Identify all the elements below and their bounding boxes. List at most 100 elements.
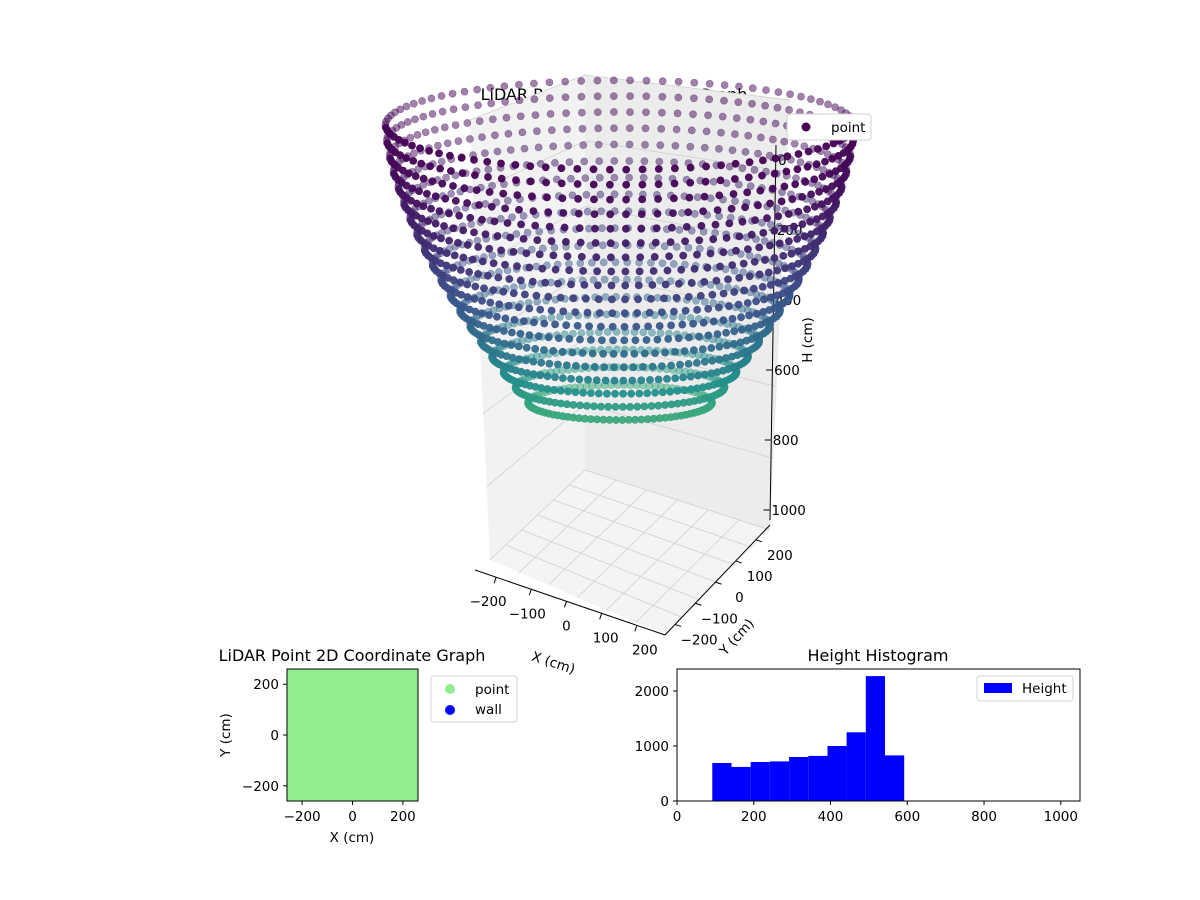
x-tick (493, 577, 497, 584)
point-marker (573, 180, 582, 188)
point-marker (681, 306, 690, 315)
point-marker (481, 230, 490, 239)
point-marker (488, 115, 497, 124)
point-marker (697, 221, 706, 230)
point-marker (438, 107, 447, 116)
legend-label-point: point (831, 120, 865, 136)
x-tick-label: 200 (632, 642, 658, 658)
point-marker (501, 97, 509, 106)
histogram-bar (731, 766, 751, 801)
point-marker (698, 345, 707, 354)
point-marker (762, 86, 770, 94)
point-marker (672, 293, 681, 302)
point-marker (578, 108, 586, 117)
point-marker (738, 164, 747, 173)
point-marker (463, 293, 472, 301)
point-marker (658, 108, 666, 117)
point-marker (678, 320, 687, 329)
point-marker (807, 95, 815, 103)
point-marker (534, 332, 543, 341)
point-marker (431, 219, 440, 228)
scatter2d-y-label: Y (cm) (218, 713, 234, 758)
point-marker (653, 209, 662, 218)
point-marker (512, 176, 520, 184)
point-marker (584, 375, 592, 384)
point-marker (816, 97, 824, 106)
point-marker (686, 178, 695, 187)
point-marker (579, 141, 588, 149)
point-marker (642, 108, 650, 117)
point-marker (635, 267, 644, 276)
point-marker (748, 84, 757, 93)
point-marker (427, 204, 435, 213)
point-marker (625, 140, 634, 149)
point-marker (787, 249, 796, 258)
point-marker (655, 157, 664, 166)
point-marker (655, 322, 664, 330)
point-marker (690, 209, 699, 218)
point-marker (487, 99, 496, 108)
point-marker (456, 266, 465, 274)
point-marker (700, 297, 709, 306)
point-marker (606, 239, 615, 248)
point-marker (769, 135, 777, 144)
legend-frame (976, 675, 1074, 702)
point-marker (631, 336, 640, 345)
point-marker (512, 230, 521, 238)
point-marker (608, 322, 617, 331)
point-marker (408, 141, 416, 150)
point-marker (621, 295, 629, 304)
legend-frame (786, 113, 872, 141)
point-marker (610, 157, 619, 165)
point-marker (694, 371, 702, 380)
point-marker (622, 210, 630, 219)
point-marker (590, 210, 599, 218)
point-marker (463, 119, 472, 127)
point-marker (426, 162, 435, 171)
point-marker (645, 308, 654, 317)
point-marker (515, 96, 524, 105)
point-marker (576, 335, 584, 344)
point-marker (408, 184, 417, 193)
point-marker (700, 192, 709, 201)
point-marker (581, 174, 590, 182)
point-marker (463, 280, 472, 289)
point-marker (493, 232, 502, 240)
z-tick-label: 600 (774, 363, 800, 379)
point-marker (565, 266, 574, 275)
point-marker (621, 239, 630, 248)
point-marker (725, 219, 734, 228)
point-marker (689, 110, 697, 119)
point-marker (409, 149, 418, 158)
point-marker (562, 237, 570, 246)
point-marker (672, 125, 681, 134)
point-marker (618, 416, 627, 424)
x-tick-label: 1000 (1044, 809, 1078, 825)
point-marker (502, 113, 511, 122)
legend-label-height: Height (1022, 681, 1067, 697)
point-marker (705, 79, 714, 88)
point-marker (522, 249, 531, 258)
point-marker (732, 246, 740, 255)
point-marker (475, 201, 483, 209)
point-marker (673, 386, 682, 395)
x-tick-label: 200 (741, 809, 767, 825)
x-tick-label: 600 (894, 809, 920, 825)
point-marker (686, 163, 695, 172)
point-marker (665, 252, 673, 261)
point-marker (637, 224, 646, 233)
x-axis-label: X (cm) (530, 649, 577, 678)
histogram-bar (769, 761, 790, 801)
x-tick-label: 200 (390, 809, 416, 825)
point-marker (637, 376, 646, 385)
point-marker (711, 220, 720, 229)
point-marker (712, 276, 721, 285)
point-marker (577, 252, 586, 261)
point-marker (786, 90, 794, 99)
legend-marker-wall (445, 705, 455, 715)
point-marker (746, 115, 755, 124)
point-marker (594, 140, 603, 149)
point-marker (440, 222, 448, 230)
x-tick-label: 0 (348, 809, 357, 825)
point-marker (754, 201, 762, 210)
